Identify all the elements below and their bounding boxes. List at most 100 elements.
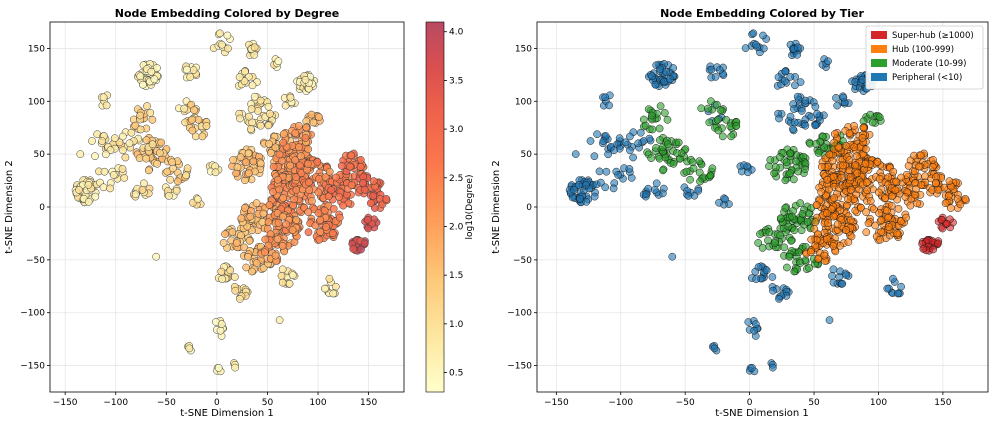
x-tick-label: −100	[608, 398, 633, 408]
scatter-point	[811, 121, 820, 130]
scatter-point	[937, 215, 946, 224]
scatter-point	[228, 228, 237, 236]
scatter-point	[829, 278, 838, 287]
scatter-point	[260, 248, 269, 257]
scatter-point	[686, 175, 694, 184]
scatter-point	[807, 235, 816, 244]
scatter-point	[586, 137, 595, 145]
scatter-point	[776, 214, 785, 223]
scatter-point	[582, 197, 591, 206]
scatter-point	[266, 109, 274, 118]
scatter-point	[707, 65, 716, 74]
scatter-point	[148, 140, 157, 149]
colorbar-tick-label: 1.5	[449, 271, 463, 281]
scatter-point	[669, 159, 678, 168]
scatter-point	[140, 179, 148, 188]
scatter-point	[823, 209, 831, 217]
scatter-point	[88, 137, 96, 145]
scatter-point	[889, 274, 897, 283]
scatter-point	[817, 187, 825, 196]
scatter-point	[382, 195, 391, 203]
scatter-point	[913, 199, 921, 208]
scatter-point	[329, 204, 338, 213]
y-tick-label: 100	[515, 97, 532, 107]
scatter-point	[784, 222, 793, 231]
scatter-point	[625, 165, 634, 173]
scatter-point	[304, 208, 313, 216]
colorbar-tick-label: 1.0	[449, 320, 464, 330]
scatter-point	[824, 219, 832, 227]
scatter-point	[188, 115, 196, 124]
scatter-point	[764, 236, 772, 245]
scatter-point	[366, 199, 375, 208]
scatter-point	[762, 266, 771, 275]
scatter-point	[229, 156, 237, 164]
legend-swatch-hub	[871, 45, 887, 53]
scatter-point	[858, 75, 867, 84]
scatter-point	[751, 267, 760, 276]
scatter-point	[180, 104, 189, 113]
scatter-point	[599, 137, 608, 145]
y-tick-label: 0	[526, 203, 532, 213]
scatter-point	[793, 43, 802, 52]
scatter-point	[838, 279, 847, 288]
scatter-point	[862, 145, 870, 154]
scatter-point	[247, 105, 256, 113]
scatter-point	[595, 167, 604, 176]
scatter-point	[279, 138, 288, 147]
scatter-point	[813, 109, 821, 118]
scatter-point	[744, 318, 753, 326]
scatter-point	[189, 66, 198, 74]
scatter-point	[261, 235, 270, 244]
scatter-point	[806, 248, 815, 257]
y-tick-label: 150	[515, 44, 532, 54]
scatter-point	[136, 111, 145, 120]
scatter-point	[91, 152, 99, 161]
scatter-point	[360, 185, 369, 194]
scatter-point	[109, 171, 118, 179]
y-tick-label: −100	[507, 309, 532, 319]
scatter-point	[301, 134, 310, 142]
scatter-point	[696, 177, 704, 186]
scatter-point	[331, 282, 340, 291]
scatter-point	[780, 77, 789, 85]
scatter-point	[782, 158, 791, 167]
scatter-point	[934, 185, 942, 194]
scatter-point	[875, 188, 883, 197]
scatter-point	[120, 174, 129, 182]
scatter-point	[756, 230, 764, 238]
scatter-point	[245, 236, 254, 245]
x-tick-label: 100	[309, 398, 326, 408]
scatter-point	[264, 218, 273, 227]
scatter-point	[858, 134, 867, 142]
scatter-point	[138, 186, 147, 194]
legend: Super-hub (≥1000) Hub (100-999) Moderate…	[865, 25, 984, 90]
scatter-point	[704, 104, 712, 113]
x-tick-label: −50	[676, 398, 695, 408]
scatter-point	[796, 199, 805, 207]
scatter-point	[273, 209, 282, 217]
scatter-point	[829, 265, 838, 274]
scatter-point	[868, 118, 877, 127]
scatter-point	[915, 162, 923, 171]
scatter-point	[883, 206, 891, 215]
scatter-point	[610, 146, 618, 155]
scatter-point	[811, 102, 820, 111]
scatter-point	[211, 168, 220, 177]
scatter-point	[136, 125, 145, 134]
scatter-point	[279, 194, 288, 202]
scatter-point	[216, 29, 224, 38]
scatter-point	[881, 194, 890, 202]
scatter-point	[273, 235, 282, 243]
scatter-point	[369, 192, 378, 200]
x-tick-label: 50	[262, 398, 274, 408]
scatter-point	[295, 161, 304, 170]
scatter-point	[732, 122, 741, 130]
scatter-point	[139, 80, 147, 89]
scatter-point	[839, 161, 847, 170]
scatter-point	[648, 111, 656, 120]
scatter-point	[781, 67, 790, 76]
scatter-point	[364, 224, 373, 233]
x-tick-label: −50	[157, 398, 176, 408]
scatter-point	[286, 161, 295, 170]
